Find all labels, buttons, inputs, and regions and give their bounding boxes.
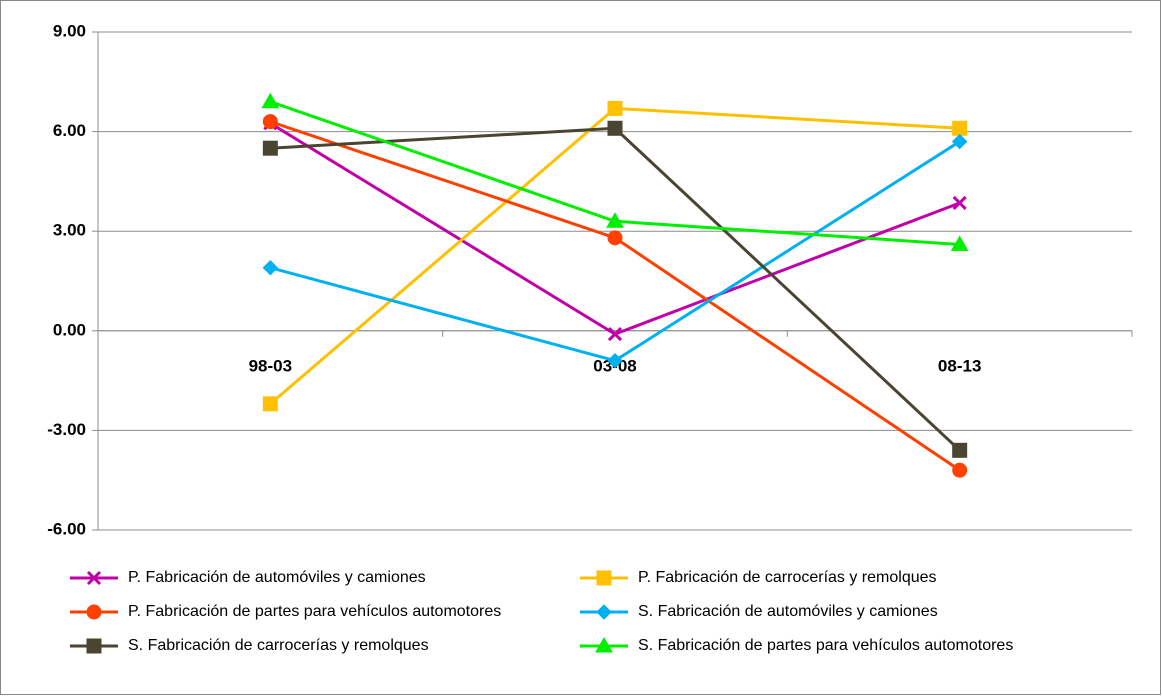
data-point <box>262 114 278 130</box>
data-point <box>261 92 280 109</box>
legend-marker <box>86 604 102 620</box>
data-point <box>952 442 968 458</box>
data-point <box>950 235 969 251</box>
data-point <box>607 120 623 136</box>
data-point <box>607 327 623 342</box>
legend-marker <box>596 604 612 620</box>
y-tick-label: -6.00 <box>47 519 86 538</box>
data-point <box>952 195 967 211</box>
x-tick-label: 08-13 <box>938 356 981 375</box>
legend-label: S. Fabricación de partes para vehículos … <box>638 637 1013 654</box>
data-point <box>606 212 624 228</box>
y-tick-label: -3.00 <box>47 420 86 439</box>
legend-label: S. Fabricación de carrocerías y remolque… <box>128 637 429 654</box>
data-point <box>951 133 968 150</box>
data-point <box>607 230 623 246</box>
legend-marker <box>86 570 102 586</box>
legend-marker <box>86 638 102 654</box>
y-tick-label: 6.00 <box>53 121 86 140</box>
legend-label: P. Fabricación de partes para vehículos … <box>128 603 501 620</box>
data-point <box>607 100 623 116</box>
legend-label: S. Fabricación de automóviles y camiones <box>638 603 938 620</box>
data-point <box>262 396 278 412</box>
data-point <box>262 140 278 156</box>
y-tick-label: 3.00 <box>53 221 86 240</box>
data-point <box>952 120 968 136</box>
legend-label: P. Fabricación de carrocerías y remolque… <box>638 569 937 586</box>
y-tick-label: 9.00 <box>53 21 86 40</box>
legend-marker <box>595 636 613 653</box>
x-tick-label: 98-03 <box>249 356 292 375</box>
y-tick-label: 0.00 <box>53 320 86 339</box>
legend-marker <box>596 570 612 586</box>
data-point <box>262 260 279 276</box>
data-point <box>607 352 623 369</box>
legend-label: P. Fabricación de automóviles y camiones <box>128 569 426 586</box>
data-point <box>952 462 968 478</box>
